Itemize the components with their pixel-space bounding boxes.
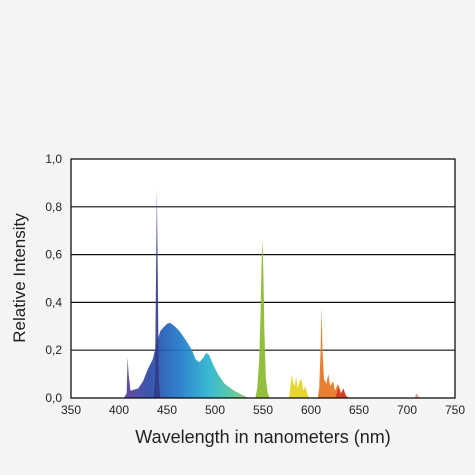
x-tick-label: 750 (445, 403, 465, 417)
spectrum-band-6 (335, 386, 350, 398)
y-tick-labels: 0,0 0,2 0,4 0,6 0,8 1,0 (45, 152, 62, 405)
x-tick-label: 450 (157, 403, 177, 417)
y-tick-label: 0,2 (45, 343, 62, 357)
y-tick-label: 0,0 (45, 391, 62, 405)
x-tick-labels: 350 400 450 500 550 600 650 700 750 (61, 403, 465, 417)
spectrum-areas (123, 190, 421, 398)
plot-frame (70, 158, 456, 399)
spectrum-band-3 (255, 240, 270, 398)
y-axis-label: Relative Intensity (10, 213, 29, 343)
x-tick-label: 550 (253, 403, 273, 417)
y-tick-label: 0,8 (45, 200, 62, 214)
spectrum-band-7 (414, 393, 421, 398)
x-tick-label: 600 (301, 403, 321, 417)
spectrum-band-5 (317, 307, 348, 398)
spectrum-band-2 (153, 190, 161, 398)
y-tick-label: 1,0 (45, 152, 62, 166)
x-tick-label: 350 (61, 403, 81, 417)
x-tick-label: 400 (109, 403, 129, 417)
spectrum-band-4 (288, 374, 310, 398)
x-tick-label: 700 (397, 403, 417, 417)
x-tick-label: 650 (349, 403, 369, 417)
y-tick-label: 0,6 (45, 248, 62, 262)
y-tick-label: 0,4 (45, 295, 62, 309)
x-axis-label: Wavelength in nanometers (nm) (135, 427, 390, 447)
x-tick-label: 500 (205, 403, 225, 417)
